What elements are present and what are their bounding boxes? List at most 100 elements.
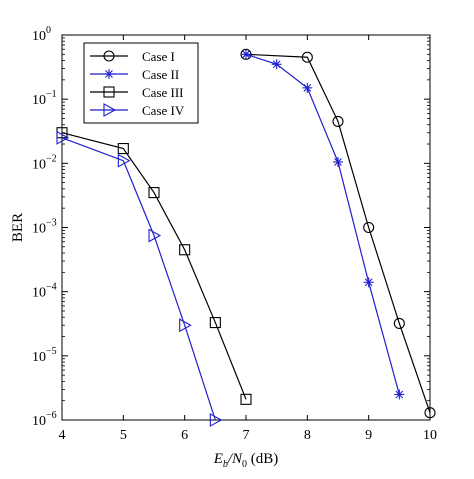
series-3: [56, 127, 252, 405]
legend-marker: [103, 50, 115, 62]
data-point: [117, 153, 131, 168]
marker-star-stroke: [105, 70, 113, 78]
marker-star-stroke: [272, 60, 281, 69]
marker-star-stroke: [334, 158, 342, 166]
x-label-n: /N: [227, 451, 243, 467]
y-tick-base: 10: [32, 350, 46, 365]
y-tick-label: 10−2: [32, 153, 57, 172]
y-tick-exponent: −1: [46, 89, 57, 100]
y-tick-exponent: −6: [46, 410, 57, 421]
series-2: [241, 49, 405, 400]
data-point: [393, 317, 405, 329]
x-label-unit: (dB): [247, 451, 278, 467]
data-point: [333, 156, 343, 167]
x-tick-label: 5: [120, 428, 127, 443]
data-point: [148, 228, 162, 243]
data-point: [394, 389, 405, 400]
y-tick-label: 10−3: [32, 218, 57, 237]
x-label-0: 0: [242, 459, 247, 470]
data-point: [56, 130, 70, 145]
marker-square: [103, 86, 115, 98]
legend-marker: [103, 103, 117, 117]
legend-label: Case II: [142, 67, 179, 82]
marker-star-stroke: [303, 83, 312, 92]
data-point: [179, 318, 192, 333]
marker-circle: [332, 115, 344, 127]
series-4: [56, 130, 223, 427]
legend-item: Case II: [90, 67, 179, 82]
y-tick-exponent: 0: [46, 25, 51, 36]
legend-label: Case I: [142, 49, 175, 64]
marker-square: [148, 187, 160, 199]
y-tick-base: 10: [32, 222, 46, 237]
x-tick-label: 10: [423, 428, 437, 443]
data-point: [209, 413, 223, 427]
y-tick-exponent: −4: [46, 282, 57, 293]
data-point: [271, 59, 282, 70]
data-point: [179, 244, 191, 256]
data-point: [363, 221, 375, 234]
y-tick-label: 10−6: [32, 410, 57, 429]
series-line: [61, 132, 247, 400]
series-line: [245, 53, 431, 413]
marker-circle: [424, 407, 436, 419]
marker-circle: [103, 50, 115, 62]
x-tick-label: 8: [304, 428, 311, 443]
marker-triangle: [56, 130, 70, 145]
y-tick-label: 10−5: [32, 346, 57, 365]
x-label-b: b: [223, 459, 228, 470]
marker-circle: [301, 51, 313, 63]
data-point: [424, 407, 436, 419]
legend-item: Case III: [90, 85, 184, 100]
marker-star-stroke: [364, 278, 373, 287]
data-point: [240, 393, 252, 405]
marker-circle: [393, 317, 405, 329]
marker-square: [209, 317, 221, 329]
series-line: [61, 137, 216, 421]
series-1: [240, 48, 436, 419]
legend-item: Case I: [90, 49, 175, 64]
data-point: [301, 51, 313, 63]
data-point: [241, 49, 251, 60]
marker-triangle: [179, 318, 192, 333]
series-line: [245, 53, 400, 395]
x-tick-label: 4: [59, 428, 66, 443]
marker-triangle: [117, 153, 131, 168]
marker-square: [179, 244, 191, 256]
y-tick-label: 10−1: [32, 89, 57, 108]
x-axis-label: Eb/N0 (dB): [213, 451, 279, 470]
y-axis-label: BER: [10, 213, 26, 242]
y-tick-label: 10−4: [32, 282, 57, 301]
marker-square: [240, 393, 252, 405]
x-tick-label: 7: [243, 428, 250, 443]
x-label-e: E: [213, 451, 223, 467]
marker-circle: [363, 221, 375, 234]
data-point: [117, 142, 129, 155]
marker-star-stroke: [242, 50, 250, 59]
legend-label: Case III: [142, 85, 184, 100]
y-tick-exponent: −5: [46, 346, 57, 357]
y-tick-base: 10: [32, 414, 46, 429]
y-tick-exponent: −3: [46, 218, 57, 229]
legend: Case I Case II Case III Case IV: [83, 42, 199, 124]
y-tick-base: 10: [32, 157, 46, 172]
legend-marker: [104, 69, 114, 79]
marker-star-stroke: [395, 390, 404, 399]
legend-item: Case IV: [90, 103, 185, 118]
marker-square: [117, 142, 129, 155]
y-tick-base: 10: [32, 93, 46, 108]
data-point: [332, 115, 344, 127]
marker-triangle: [209, 413, 223, 427]
data-point: [148, 187, 160, 199]
marker-triangle: [148, 228, 162, 243]
x-tick-label: 9: [365, 428, 372, 443]
y-tick-base: 10: [32, 286, 46, 301]
y-tick-base: 10: [32, 29, 46, 44]
y-tick-label: 100: [32, 25, 51, 44]
data-point: [209, 317, 221, 329]
marker-triangle: [103, 103, 117, 117]
data-point: [363, 277, 374, 288]
data-point: [302, 82, 313, 93]
